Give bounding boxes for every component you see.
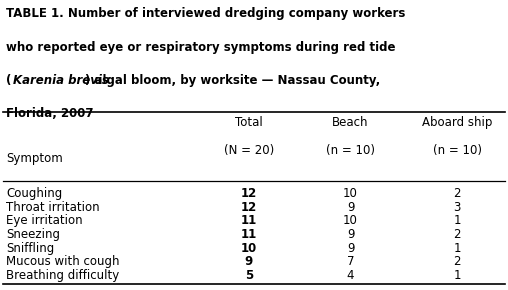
Text: 9: 9: [245, 255, 253, 268]
Text: 10: 10: [241, 242, 257, 255]
Text: Mucous with cough: Mucous with cough: [6, 255, 119, 268]
Text: Eye irritation: Eye irritation: [6, 214, 83, 227]
Text: Symptom: Symptom: [6, 152, 63, 165]
Text: Beach: Beach: [332, 116, 369, 129]
Text: ) algal bloom, by worksite — Nassau County,: ) algal bloom, by worksite — Nassau Coun…: [85, 74, 380, 87]
Text: 1: 1: [454, 214, 461, 227]
Text: Florida, 2007: Florida, 2007: [6, 107, 93, 120]
Text: 7: 7: [347, 255, 354, 268]
Text: 2: 2: [454, 255, 461, 268]
Text: Total: Total: [235, 116, 263, 129]
Text: (n = 10): (n = 10): [433, 144, 482, 157]
Text: Coughing: Coughing: [6, 187, 62, 200]
Text: (N = 20): (N = 20): [224, 144, 274, 157]
Text: 11: 11: [241, 214, 257, 227]
Text: (: (: [6, 74, 12, 87]
Text: Aboard ship: Aboard ship: [422, 116, 492, 129]
Text: Throat irritation: Throat irritation: [6, 201, 100, 214]
Text: 2: 2: [454, 228, 461, 241]
Text: 12: 12: [241, 187, 257, 200]
Text: Sniffling: Sniffling: [6, 242, 54, 255]
Text: 9: 9: [347, 242, 354, 255]
Text: 10: 10: [343, 214, 358, 227]
Text: 9: 9: [347, 201, 354, 214]
Text: Sneezing: Sneezing: [6, 228, 60, 241]
Text: 1: 1: [454, 242, 461, 255]
Text: 5: 5: [245, 269, 253, 282]
Text: 11: 11: [241, 228, 257, 241]
Text: 2: 2: [454, 187, 461, 200]
Text: 1: 1: [454, 269, 461, 282]
Text: 9: 9: [347, 228, 354, 241]
Text: 3: 3: [454, 201, 461, 214]
Text: TABLE 1. Number of interviewed dredging company workers: TABLE 1. Number of interviewed dredging …: [6, 7, 405, 20]
Text: Karenia brevis: Karenia brevis: [13, 74, 109, 87]
Text: Breathing difficulty: Breathing difficulty: [6, 269, 119, 282]
Text: 12: 12: [241, 201, 257, 214]
Text: (n = 10): (n = 10): [326, 144, 375, 157]
Text: who reported eye or respiratory symptoms during red tide: who reported eye or respiratory symptoms…: [6, 41, 396, 54]
Text: 10: 10: [343, 187, 358, 200]
Text: 4: 4: [347, 269, 354, 282]
